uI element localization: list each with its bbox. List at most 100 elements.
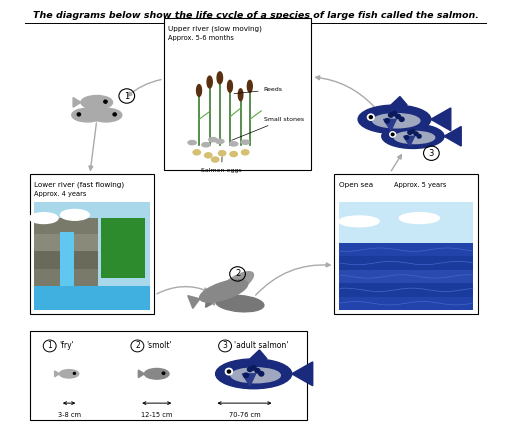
Text: 2: 2 [235, 269, 240, 278]
Circle shape [113, 113, 116, 116]
Ellipse shape [216, 359, 292, 389]
Text: 'fry': 'fry' [59, 341, 74, 351]
Ellipse shape [29, 212, 58, 224]
Polygon shape [82, 110, 90, 120]
Polygon shape [431, 108, 451, 131]
Ellipse shape [144, 368, 169, 379]
Ellipse shape [205, 153, 212, 158]
Ellipse shape [399, 212, 439, 224]
Ellipse shape [373, 113, 420, 128]
Text: 2: 2 [135, 341, 140, 351]
Text: 1: 1 [124, 91, 130, 100]
Ellipse shape [197, 85, 202, 96]
FancyBboxPatch shape [34, 218, 98, 299]
Text: 3: 3 [429, 149, 434, 158]
Ellipse shape [238, 89, 243, 101]
Polygon shape [383, 119, 396, 131]
Ellipse shape [207, 76, 212, 88]
Ellipse shape [81, 96, 113, 109]
FancyBboxPatch shape [339, 202, 473, 243]
Text: Small stones: Small stones [231, 117, 304, 140]
FancyBboxPatch shape [34, 234, 98, 250]
Text: 'smolt': 'smolt' [146, 341, 172, 351]
Circle shape [369, 116, 372, 119]
Polygon shape [188, 296, 200, 309]
Circle shape [255, 368, 260, 373]
FancyArrowPatch shape [316, 76, 374, 107]
Ellipse shape [60, 210, 89, 220]
Ellipse shape [247, 80, 252, 92]
Ellipse shape [229, 142, 238, 146]
Circle shape [73, 372, 75, 374]
FancyBboxPatch shape [339, 243, 473, 256]
Circle shape [104, 100, 107, 103]
Circle shape [77, 113, 80, 116]
Circle shape [251, 366, 256, 370]
Ellipse shape [59, 370, 79, 378]
FancyBboxPatch shape [60, 232, 74, 310]
FancyArrowPatch shape [255, 263, 330, 295]
Polygon shape [444, 127, 461, 146]
Text: Reeds: Reeds [234, 87, 283, 94]
Ellipse shape [217, 272, 253, 297]
Circle shape [399, 117, 404, 122]
Circle shape [411, 130, 415, 133]
Circle shape [259, 371, 264, 376]
Polygon shape [207, 296, 218, 305]
Circle shape [247, 367, 252, 371]
Ellipse shape [219, 150, 226, 156]
Circle shape [414, 132, 418, 136]
Circle shape [417, 134, 421, 138]
Ellipse shape [227, 80, 232, 92]
Circle shape [385, 119, 390, 123]
Circle shape [368, 114, 374, 120]
Circle shape [390, 132, 396, 137]
Circle shape [227, 370, 230, 373]
FancyBboxPatch shape [339, 270, 473, 283]
FancyBboxPatch shape [339, 283, 473, 297]
Ellipse shape [217, 72, 223, 84]
Ellipse shape [193, 150, 200, 155]
Ellipse shape [394, 131, 435, 144]
Polygon shape [242, 374, 255, 386]
Circle shape [392, 111, 397, 116]
Text: Approx. 4 years: Approx. 4 years [34, 191, 87, 197]
FancyBboxPatch shape [164, 18, 311, 170]
Text: Salmon eggs: Salmon eggs [201, 157, 242, 173]
Circle shape [408, 131, 412, 134]
FancyBboxPatch shape [339, 243, 473, 310]
FancyBboxPatch shape [30, 331, 307, 420]
Polygon shape [250, 350, 267, 359]
Circle shape [162, 372, 165, 374]
Circle shape [225, 368, 232, 375]
Ellipse shape [231, 368, 281, 383]
FancyBboxPatch shape [101, 218, 145, 278]
FancyBboxPatch shape [34, 250, 98, 269]
Text: Approx. 5-6 months: Approx. 5-6 months [168, 34, 234, 40]
Text: 'adult salmon': 'adult salmon' [234, 341, 289, 351]
Ellipse shape [188, 141, 196, 145]
Text: 12-15 cm: 12-15 cm [141, 412, 173, 419]
Ellipse shape [72, 108, 103, 122]
Ellipse shape [202, 143, 210, 147]
FancyBboxPatch shape [339, 256, 473, 270]
FancyBboxPatch shape [339, 297, 473, 310]
FancyArrowPatch shape [127, 79, 161, 96]
Polygon shape [138, 370, 144, 377]
Ellipse shape [358, 105, 431, 133]
Ellipse shape [242, 150, 249, 155]
Polygon shape [403, 136, 415, 146]
Ellipse shape [230, 151, 238, 156]
FancyBboxPatch shape [34, 202, 150, 310]
Ellipse shape [216, 295, 264, 312]
Circle shape [404, 136, 409, 139]
Ellipse shape [241, 140, 249, 144]
Text: Lower river (fast flowing): Lower river (fast flowing) [34, 182, 124, 189]
Text: Open sea: Open sea [339, 182, 373, 188]
Polygon shape [410, 117, 424, 124]
Polygon shape [292, 362, 313, 386]
FancyBboxPatch shape [34, 269, 98, 288]
FancyBboxPatch shape [334, 174, 478, 314]
Ellipse shape [200, 280, 248, 302]
Text: 3: 3 [223, 341, 227, 351]
